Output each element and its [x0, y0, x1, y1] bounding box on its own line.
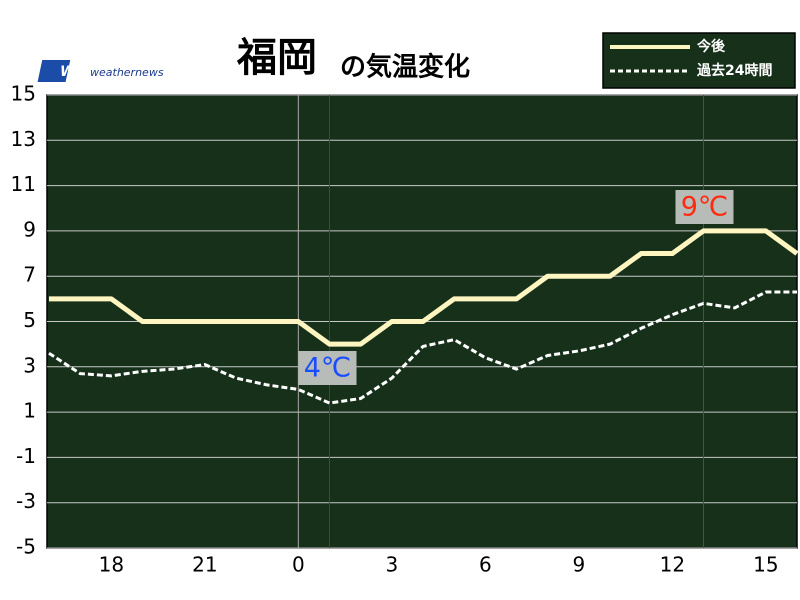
- y-tick-label: 3: [23, 353, 36, 377]
- x-tick-label: 3: [385, 553, 398, 577]
- annotation: 4℃: [304, 353, 352, 384]
- x-tick-label: 6: [479, 553, 492, 577]
- y-tick-label: 15: [11, 82, 36, 106]
- y-tick-label: 11: [11, 172, 36, 196]
- x-tick-label: 21: [192, 553, 217, 577]
- y-tick-label: 13: [11, 127, 36, 151]
- y-tick-label: -5: [16, 535, 36, 559]
- y-tick-label: 5: [23, 308, 36, 332]
- x-tick-label: 18: [99, 553, 124, 577]
- y-tick-label: 9: [23, 217, 36, 241]
- series-line: [48, 290, 797, 405]
- chart-title: 福岡: [236, 35, 317, 81]
- series-line: [49, 228, 799, 347]
- x-tick-label: 15: [753, 553, 778, 577]
- x-tick-label: 0: [292, 553, 305, 577]
- y-tick-label: -3: [16, 489, 36, 513]
- y-tick-label: -1: [16, 444, 36, 468]
- legend-box: [602, 32, 796, 89]
- legend-label: 過去24時間: [696, 62, 772, 79]
- chart-subtitle: の気温変化: [340, 52, 470, 83]
- x-tick-label: 9: [572, 553, 585, 577]
- annotation: 9℃: [681, 192, 729, 223]
- legend-label: 今後: [696, 38, 726, 55]
- x-tick-label: 12: [660, 553, 685, 577]
- annotation-box: [675, 190, 734, 224]
- brand: weathernews: [90, 66, 164, 79]
- y-tick-label: 7: [23, 263, 36, 287]
- y-tick-label: 1: [23, 399, 36, 423]
- svg-text:WN: WN: [60, 64, 87, 80]
- annotation-box: [298, 351, 357, 385]
- logo: WN weathernews: [37, 60, 164, 82]
